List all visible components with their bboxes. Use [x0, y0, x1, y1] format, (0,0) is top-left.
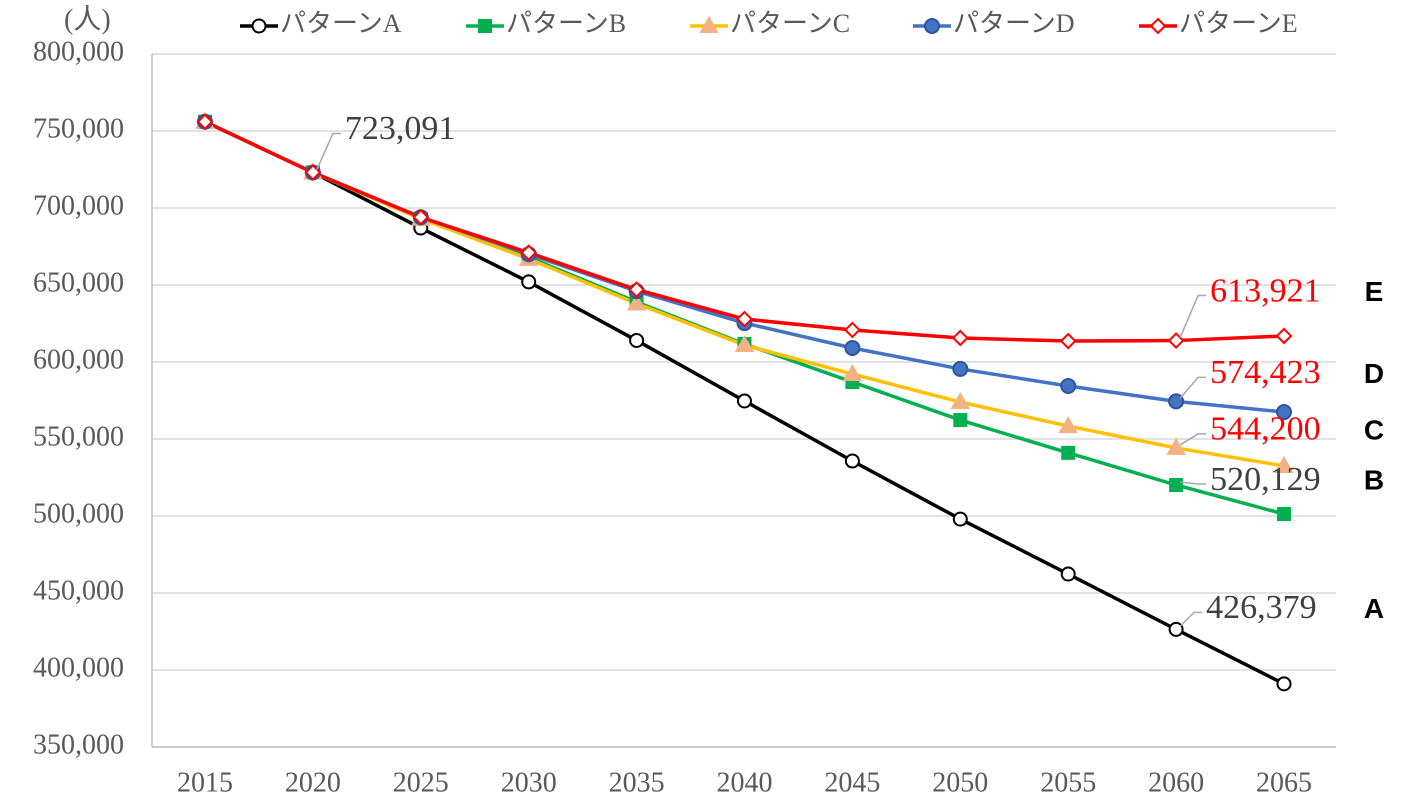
data-point: [1276, 404, 1292, 421]
x-tick-label: 2045: [824, 767, 880, 798]
data-point: [626, 293, 647, 311]
data-point: [737, 393, 752, 409]
x-tick-label: 2060: [1148, 767, 1204, 798]
data-point: [1058, 416, 1078, 434]
leader-line: [1179, 294, 1207, 338]
series-end-label: D: [1364, 358, 1384, 389]
y-tick-label: 650,000: [33, 267, 124, 298]
legend-label: パターンE: [1179, 9, 1298, 38]
data-point: [1060, 566, 1076, 582]
data-point: [953, 413, 968, 428]
data-point: [1061, 445, 1076, 460]
data-point: [628, 281, 646, 299]
y-tick-label: 800,000: [33, 36, 124, 67]
data-point: [1059, 332, 1077, 350]
series-end-label: E: [1365, 276, 1384, 307]
data-point: [952, 511, 968, 527]
data-point: [521, 274, 537, 290]
series-end-label: B: [1364, 464, 1384, 495]
x-tick-label: 2065: [1256, 767, 1312, 798]
series-end-label: C: [1364, 414, 1384, 445]
data-point: [952, 360, 969, 377]
legend-label: パターンA: [280, 9, 402, 38]
data-point: [412, 208, 430, 226]
x-tick-label: 2020: [285, 767, 341, 798]
data-point: [1275, 327, 1293, 345]
data-label: 426,379: [1206, 589, 1317, 626]
data-point: [1169, 478, 1184, 493]
x-tick-label: 2050: [932, 767, 988, 798]
leader-line: [1179, 376, 1207, 399]
data-label: 544,200: [1210, 411, 1321, 448]
legend-marker: [478, 19, 492, 33]
y-tick-label: 550,000: [33, 421, 124, 452]
data-point: [950, 392, 971, 410]
data-point: [1168, 621, 1184, 637]
data-point: [1060, 378, 1077, 395]
data-label: 520,129: [1210, 461, 1321, 498]
x-tick-label: 2035: [609, 767, 665, 798]
data-point: [734, 335, 755, 353]
y-tick-label: 400,000: [33, 652, 124, 683]
y-tick-label: 500,000: [33, 498, 124, 529]
legend-marker: [251, 18, 267, 34]
leader-line: [1179, 433, 1207, 446]
x-tick-label: 2030: [501, 767, 557, 798]
leader-line: [316, 132, 341, 170]
y-axis-label: (人): [64, 4, 111, 35]
legend-label: パターンB: [506, 9, 626, 38]
leader-line: [1179, 611, 1203, 627]
data-label: 574,423: [1210, 354, 1321, 391]
y-tick-label: 350,000: [33, 729, 124, 760]
data-point: [629, 332, 645, 348]
y-tick-label: 700,000: [33, 190, 124, 221]
legend-marker: [699, 15, 719, 33]
data-point: [1276, 676, 1292, 692]
y-tick-label: 750,000: [33, 113, 124, 144]
x-tick-label: 2055: [1040, 767, 1096, 798]
data-point: [1277, 506, 1291, 521]
data-point: [844, 339, 861, 356]
data-point: [843, 321, 861, 339]
data-point: [1166, 437, 1186, 455]
y-tick-label: 600,000: [33, 344, 124, 375]
data-point: [520, 244, 538, 262]
data-label: 613,921: [1210, 272, 1321, 309]
data-point: [1274, 455, 1294, 473]
data-point: [951, 329, 969, 347]
x-tick-label: 2025: [393, 767, 449, 798]
x-tick-label: 2015: [177, 767, 233, 798]
y-tick-label: 450,000: [33, 575, 124, 606]
legend-label: パターンD: [953, 9, 1074, 38]
x-tick-label: 2040: [717, 767, 773, 798]
series-end-label: A: [1364, 593, 1384, 624]
data-point: [844, 453, 860, 469]
legend-marker: [1149, 17, 1167, 35]
leader-line: [1180, 481, 1207, 485]
data-point: [842, 363, 863, 382]
data-point: [196, 113, 214, 131]
legend-marker: [924, 18, 940, 34]
data-point: [736, 310, 753, 328]
legend-label: パターンC: [730, 9, 850, 38]
data-label: 723,091: [345, 110, 456, 147]
